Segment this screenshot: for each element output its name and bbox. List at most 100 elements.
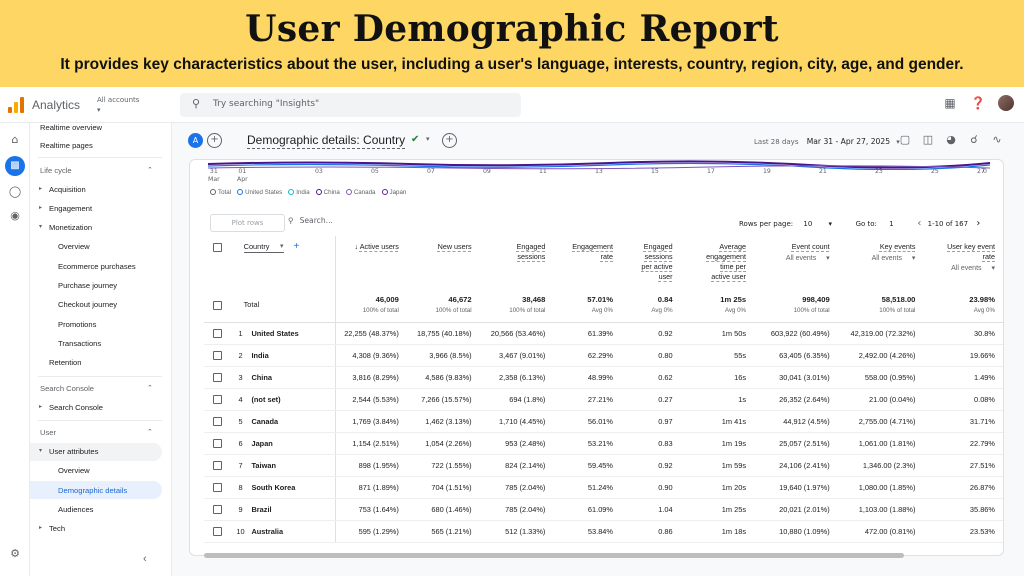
scrollbar-thumb[interactable] (204, 553, 904, 558)
table-row[interactable]: 7 Taiwan 898 (1.95%) 722 (1.55%) 824 (2.14%)… (204, 454, 1003, 477)
table-row[interactable]: 1 United States 22,255 (48.37%) 18,755 (40.… (204, 322, 1003, 345)
row-checkbox[interactable] (213, 438, 223, 448)
col-engaged-sessions[interactable]: Engaged sessions (480, 236, 554, 288)
goto-input[interactable]: 1 (889, 220, 894, 228)
table-row[interactable]: 8 South Korea 871 (1.89%) 704 (1.51%) 785 (2… (204, 476, 1003, 499)
plot-rows-button[interactable]: Plot rows (210, 214, 285, 232)
apps-grid-icon[interactable]: ▦ (944, 96, 956, 110)
sidebar-item-ecommerce[interactable]: Ecommerce purchases (58, 262, 136, 271)
sidebar-item-retention[interactable]: Retention (49, 358, 82, 367)
row-country[interactable]: United States (249, 322, 336, 345)
compare-icon[interactable]: ◫ (922, 133, 934, 146)
rows-per-page-select[interactable]: 10 ▾ (803, 220, 839, 228)
sidebar-item-transactions[interactable]: Transactions (58, 339, 102, 348)
legend-item[interactable]: China (315, 189, 340, 196)
row-country[interactable]: China (249, 366, 336, 389)
comparison-chip[interactable]: A (188, 133, 203, 148)
col-engagement-rate[interactable]: Engagement rate (553, 236, 621, 288)
key-event-filter-select[interactable]: All events ▾ (838, 254, 916, 264)
row-country[interactable]: India (249, 344, 336, 367)
advertising-icon[interactable]: ◉ (10, 209, 20, 222)
row-country[interactable]: Japan (249, 432, 336, 455)
row-checkbox[interactable] (213, 328, 223, 338)
legend-item[interactable]: Canada (345, 189, 376, 196)
col-engaged-sessions-per-user[interactable]: Engaged sessions per active user (621, 236, 681, 288)
sidebar-item-purchase-journey[interactable]: Purchase journey (58, 281, 118, 290)
row-country[interactable]: Canada (249, 410, 336, 433)
table-row[interactable]: 4 (not set) 2,544 (5.53%) 7,266 (15.57%) 694… (204, 388, 1003, 411)
sidebar-item-acquisition[interactable]: ▸ Acquisition (39, 185, 86, 194)
caret-down-icon[interactable]: ▾ (426, 135, 430, 143)
sidebar-section-user[interactable]: User (40, 428, 57, 437)
sidebar-item-promotions[interactable]: Promotions (58, 320, 97, 329)
share-icon[interactable]: ☌ (970, 133, 978, 146)
col-key-events[interactable]: Key events All events ▾ (838, 236, 924, 288)
row-country[interactable]: (not set) (249, 388, 336, 411)
next-page-icon[interactable]: › (976, 218, 981, 229)
sidebar-item-user-attributes[interactable]: ▾ User attributes (39, 447, 98, 456)
row-checkbox[interactable] (213, 394, 223, 404)
add-comparison-button[interactable]: + (207, 133, 222, 148)
row-checkbox[interactable] (213, 350, 223, 360)
sidebar-item-audiences[interactable]: Audiences (58, 505, 94, 514)
prev-page-icon[interactable]: ‹ (917, 218, 922, 229)
home-icon[interactable]: ⌂ (11, 133, 19, 146)
search-input[interactable]: ⚲ Try searching "Insights" (180, 93, 521, 117)
dimension-select[interactable]: Country (243, 242, 284, 253)
row-checkbox[interactable] (213, 482, 223, 492)
ukr-filter-select[interactable]: All events ▾ (923, 264, 995, 274)
legend-item[interactable]: Japan (381, 189, 406, 196)
avatar[interactable] (998, 95, 1014, 111)
collapse-icon[interactable]: ⌃ (147, 167, 153, 174)
page-title[interactable]: Demographic details: Country (247, 133, 406, 149)
account-selector[interactable]: All accounts ▾ (97, 96, 139, 114)
sidebar-item-checkout-journey[interactable]: Checkout journey (58, 300, 118, 309)
sidebar-item-demographic-details[interactable]: Demographic details (58, 486, 128, 495)
row-checkbox[interactable] (213, 372, 223, 382)
row-country[interactable]: Brazil (249, 498, 336, 521)
trend-icon[interactable]: ∿ (992, 133, 1002, 146)
reports-icon[interactable]: ▩ (5, 156, 25, 176)
event-filter-select[interactable]: All events ▾ (754, 254, 830, 264)
col-event-count[interactable]: Event count All events ▾ (754, 236, 838, 288)
edit-report-icon[interactable]: ▢ (899, 133, 911, 146)
table-row[interactable]: 9 Brazil 753 (1.64%) 680 (1.46%) 785 (2.04%)… (204, 498, 1003, 521)
select-all-checkbox[interactable] (213, 242, 223, 252)
table-row[interactable]: 3 China 3,816 (8.29%) 4,586 (9.83%) 2,358 (6… (204, 366, 1003, 389)
sidebar-item-engagement[interactable]: ▸ Engagement (39, 204, 92, 213)
add-filter-button[interactable]: + (442, 133, 457, 148)
sidebar-item-realtime-overview[interactable]: Realtime overview (40, 123, 103, 132)
table-row[interactable]: 6 Japan 1,154 (2.51%) 1,054 (2.26%) 953 (2.4… (204, 432, 1003, 455)
insights-icon[interactable]: ◕ (946, 133, 956, 146)
row-country[interactable]: Taiwan (249, 454, 336, 477)
table-row[interactable]: 5 Canada 1,769 (3.84%) 1,462 (3.13%) 1,710 (… (204, 410, 1003, 433)
legend-item[interactable]: India (288, 189, 310, 196)
collapse-icon[interactable]: ⌃ (147, 385, 153, 392)
sidebar-section-search-console[interactable]: Search Console (40, 384, 95, 393)
sidebar-item-search-console[interactable]: ▸ Search Console (39, 403, 103, 412)
legend-item[interactable]: United States (237, 189, 282, 196)
sidebar-item-monetization[interactable]: ▾ Monetization (39, 223, 92, 232)
row-checkbox[interactable] (213, 526, 223, 536)
table-search-input[interactable]: ⚲ Search... (288, 216, 333, 225)
row-checkbox[interactable] (213, 504, 223, 514)
horizontal-scrollbar[interactable] (189, 553, 1004, 559)
col-avg-engagement-time[interactable]: Average engagement time per active user (681, 236, 754, 288)
sidebar-item-realtime-pages[interactable]: Realtime pages (40, 141, 93, 150)
settings-gear-icon[interactable]: ⚙ (10, 547, 20, 560)
sidebar-section-life-cycle[interactable]: Life cycle (40, 166, 72, 175)
add-dimension-icon[interactable]: + (293, 241, 300, 252)
collapse-sidebar-icon[interactable]: ‹ (143, 553, 147, 565)
table-row[interactable]: 10 Australia 595 (1.29%) 565 (1.21%) 512 (1.… (204, 520, 1003, 543)
sidebar-item-overview[interactable]: Overview (58, 242, 90, 251)
legend-item[interactable]: Total (210, 189, 231, 196)
col-new-users[interactable]: New users (407, 236, 480, 288)
help-icon[interactable]: ❓ (970, 96, 986, 110)
row-checkbox[interactable] (213, 300, 223, 310)
table-row[interactable]: 2 India 4,308 (9.36%) 3,966 (8.5%) 3,467 (9.… (204, 344, 1003, 367)
collapse-icon[interactable]: ⌃ (147, 429, 153, 436)
sidebar-item-tech[interactable]: ▸ Tech (39, 524, 65, 533)
col-active-users[interactable]: ↓ Active users (335, 236, 407, 288)
row-checkbox[interactable] (213, 460, 223, 470)
date-range-picker[interactable]: Last 28 days Mar 31 - Apr 27, 2025 ▾ (754, 137, 900, 146)
